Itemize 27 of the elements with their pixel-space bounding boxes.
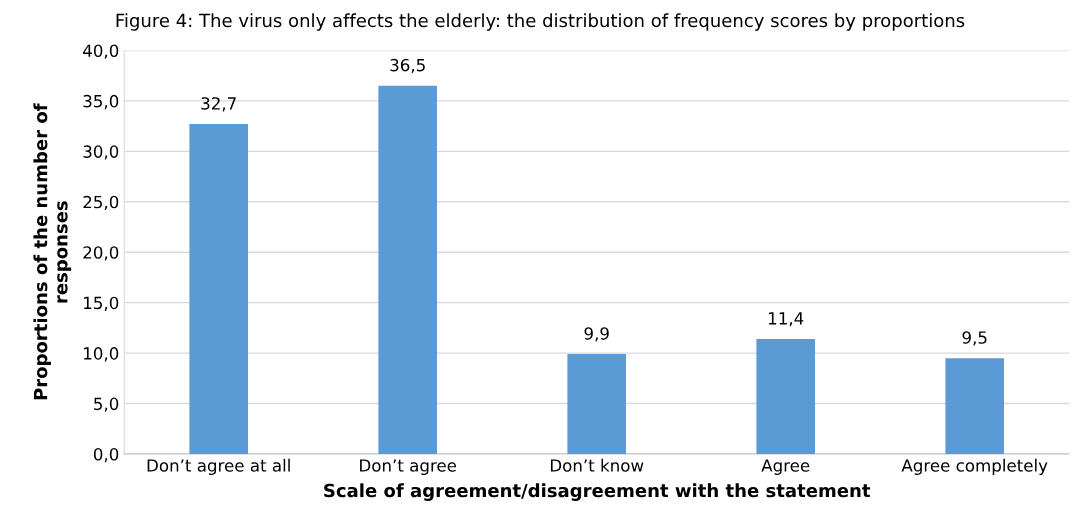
data-label: 11,4 [768, 312, 804, 327]
bar [945, 358, 1004, 454]
x-tick-label: Don’t agree at all [147, 458, 290, 475]
bar [756, 338, 815, 454]
y-tick-label: 0,0 [93, 447, 119, 463]
x-tick-label: Agree [761, 459, 810, 475]
data-label: 9,9 [584, 327, 609, 342]
bar [378, 85, 437, 454]
x-tick-label: Agree completely [901, 458, 1048, 475]
y-axis-title: Proportions of the number of responses [33, 103, 72, 400]
y-tick-label: 10,0 [84, 347, 119, 362]
data-label: 9,5 [962, 331, 987, 346]
bar [189, 124, 248, 454]
x-tick-label: Don’t agree [360, 459, 457, 475]
y-tick-label: 15,0 [84, 296, 119, 311]
x-axis-title: Scale of agreement/disagreement with the statement [324, 483, 871, 501]
chart-title: Figure 4: The virus only affects the elderly: the distribution of frequency scores by proportions [116, 13, 965, 31]
y-tick-label: 5,0 [94, 397, 119, 412]
data-label: 36,5 [390, 58, 425, 74]
y-tick-label: 40,0 [83, 44, 119, 59]
y-tick-label: 20,0 [83, 246, 119, 261]
y-tick-label: 30,0 [83, 145, 119, 160]
data-label: 32,7 [201, 97, 236, 112]
bar [567, 354, 626, 454]
x-tick-label: Don’t know [550, 458, 644, 472]
y-tick-label: 25,0 [83, 195, 119, 211]
y-tick-label: 35,0 [83, 94, 119, 110]
